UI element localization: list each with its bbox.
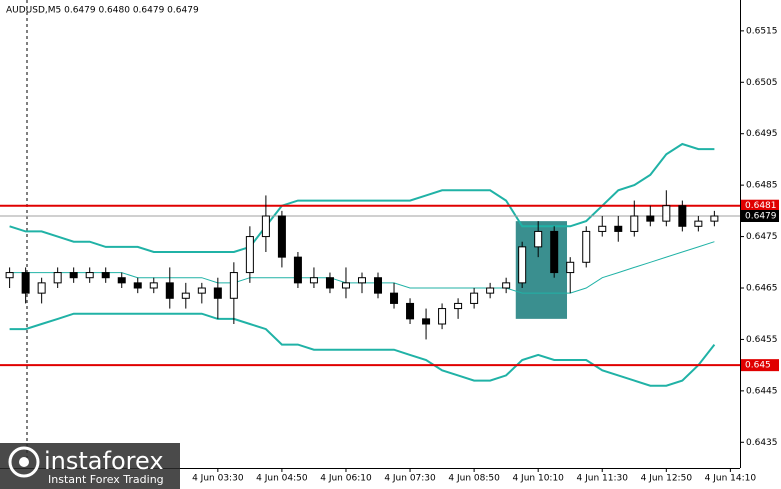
watermark-brand: instaforex xyxy=(44,447,164,475)
candle-body xyxy=(245,236,254,274)
candle-body xyxy=(309,277,318,284)
candle-body xyxy=(229,272,238,299)
watermark-logo xyxy=(8,446,40,478)
candle-body xyxy=(325,277,334,289)
candle-body xyxy=(149,282,158,289)
y-tick-label: 0.6435 xyxy=(746,438,778,448)
candle-body xyxy=(614,225,623,232)
candle-body xyxy=(117,277,126,284)
y-tick-label: 0.6445 xyxy=(746,386,778,396)
candle-body xyxy=(550,230,559,274)
watermark-tagline: Instant Forex Trading xyxy=(48,473,164,486)
candle-body xyxy=(85,272,94,279)
candle-body xyxy=(133,282,142,289)
candle-body xyxy=(261,215,270,238)
candle-body xyxy=(598,225,607,232)
candle-body xyxy=(534,230,543,248)
candle-body xyxy=(502,282,511,289)
candle-body xyxy=(37,282,46,294)
current-price-box xyxy=(741,210,779,222)
plot-area xyxy=(0,142,740,387)
x-tick-label: 4 Jun 06:10 xyxy=(320,474,372,484)
candle-body xyxy=(630,215,639,232)
candle-body xyxy=(646,215,655,222)
y-tick-label: 0.6505 xyxy=(746,78,778,88)
x-tick-label: 4 Jun 14:10 xyxy=(705,474,757,484)
candle-body xyxy=(165,282,174,299)
chart-title: AUDUSD,M5 0.6479 0.6480 0.6479 0.6479 xyxy=(6,6,199,16)
candle-body xyxy=(582,230,591,263)
candle-body xyxy=(197,287,206,294)
candle-body xyxy=(422,318,431,325)
candle-body xyxy=(438,308,447,325)
candle-body xyxy=(406,302,415,320)
y-tick-label: 0.6485 xyxy=(746,181,778,191)
candle-body xyxy=(486,287,495,294)
candle-body xyxy=(293,256,302,284)
y-tick-label: 0.6455 xyxy=(746,335,778,345)
candle-body xyxy=(341,282,350,289)
candle-body xyxy=(374,277,383,294)
x-tick-label: 4 Jun 03:30 xyxy=(192,474,244,484)
candle-body xyxy=(390,292,399,304)
candle-body xyxy=(5,272,14,279)
level-label-box xyxy=(741,359,779,372)
candle-body xyxy=(454,302,463,310)
candle-body xyxy=(357,277,366,284)
candle-body xyxy=(277,215,286,258)
level-label: 0.645 xyxy=(745,361,771,371)
x-tick-label: 4 Jun 10:10 xyxy=(512,474,564,484)
candle-body xyxy=(710,215,719,222)
candle-body xyxy=(470,292,479,304)
candle-body xyxy=(181,292,190,299)
x-tick-label: 4 Jun 07:30 xyxy=(384,474,436,484)
candle-body xyxy=(694,220,703,227)
y-tick-label: 0.6465 xyxy=(746,284,778,294)
candle-body xyxy=(69,272,78,279)
y-tick-label: 0.6515 xyxy=(746,26,778,36)
y-tick-label: 0.6495 xyxy=(746,129,778,139)
current-price-label: 0.6479 xyxy=(745,212,777,222)
band-upper xyxy=(9,142,715,253)
x-tick-label: 4 Jun 11:30 xyxy=(577,474,629,484)
x-tick-label: 4 Jun 08:50 xyxy=(448,474,500,484)
x-tick-label: 4 Jun 12:50 xyxy=(641,474,693,484)
level-label: 0.6481 xyxy=(745,201,777,211)
y-tick-label: 0.6475 xyxy=(746,232,778,242)
candle-body xyxy=(566,261,575,274)
candle-body xyxy=(53,272,62,284)
candle-body xyxy=(662,205,671,222)
x-tick-label: 4 Jun 04:50 xyxy=(256,474,308,484)
candle-body xyxy=(213,287,222,299)
candle-body xyxy=(101,272,110,279)
watermark-logo-dot xyxy=(19,457,29,467)
candle-body xyxy=(21,272,30,294)
band-lower xyxy=(9,312,716,387)
watermark: instaforex Instant Forex Trading xyxy=(0,443,180,489)
candle-body xyxy=(678,205,687,227)
level-label-box xyxy=(741,199,779,212)
candle-body xyxy=(518,246,527,284)
